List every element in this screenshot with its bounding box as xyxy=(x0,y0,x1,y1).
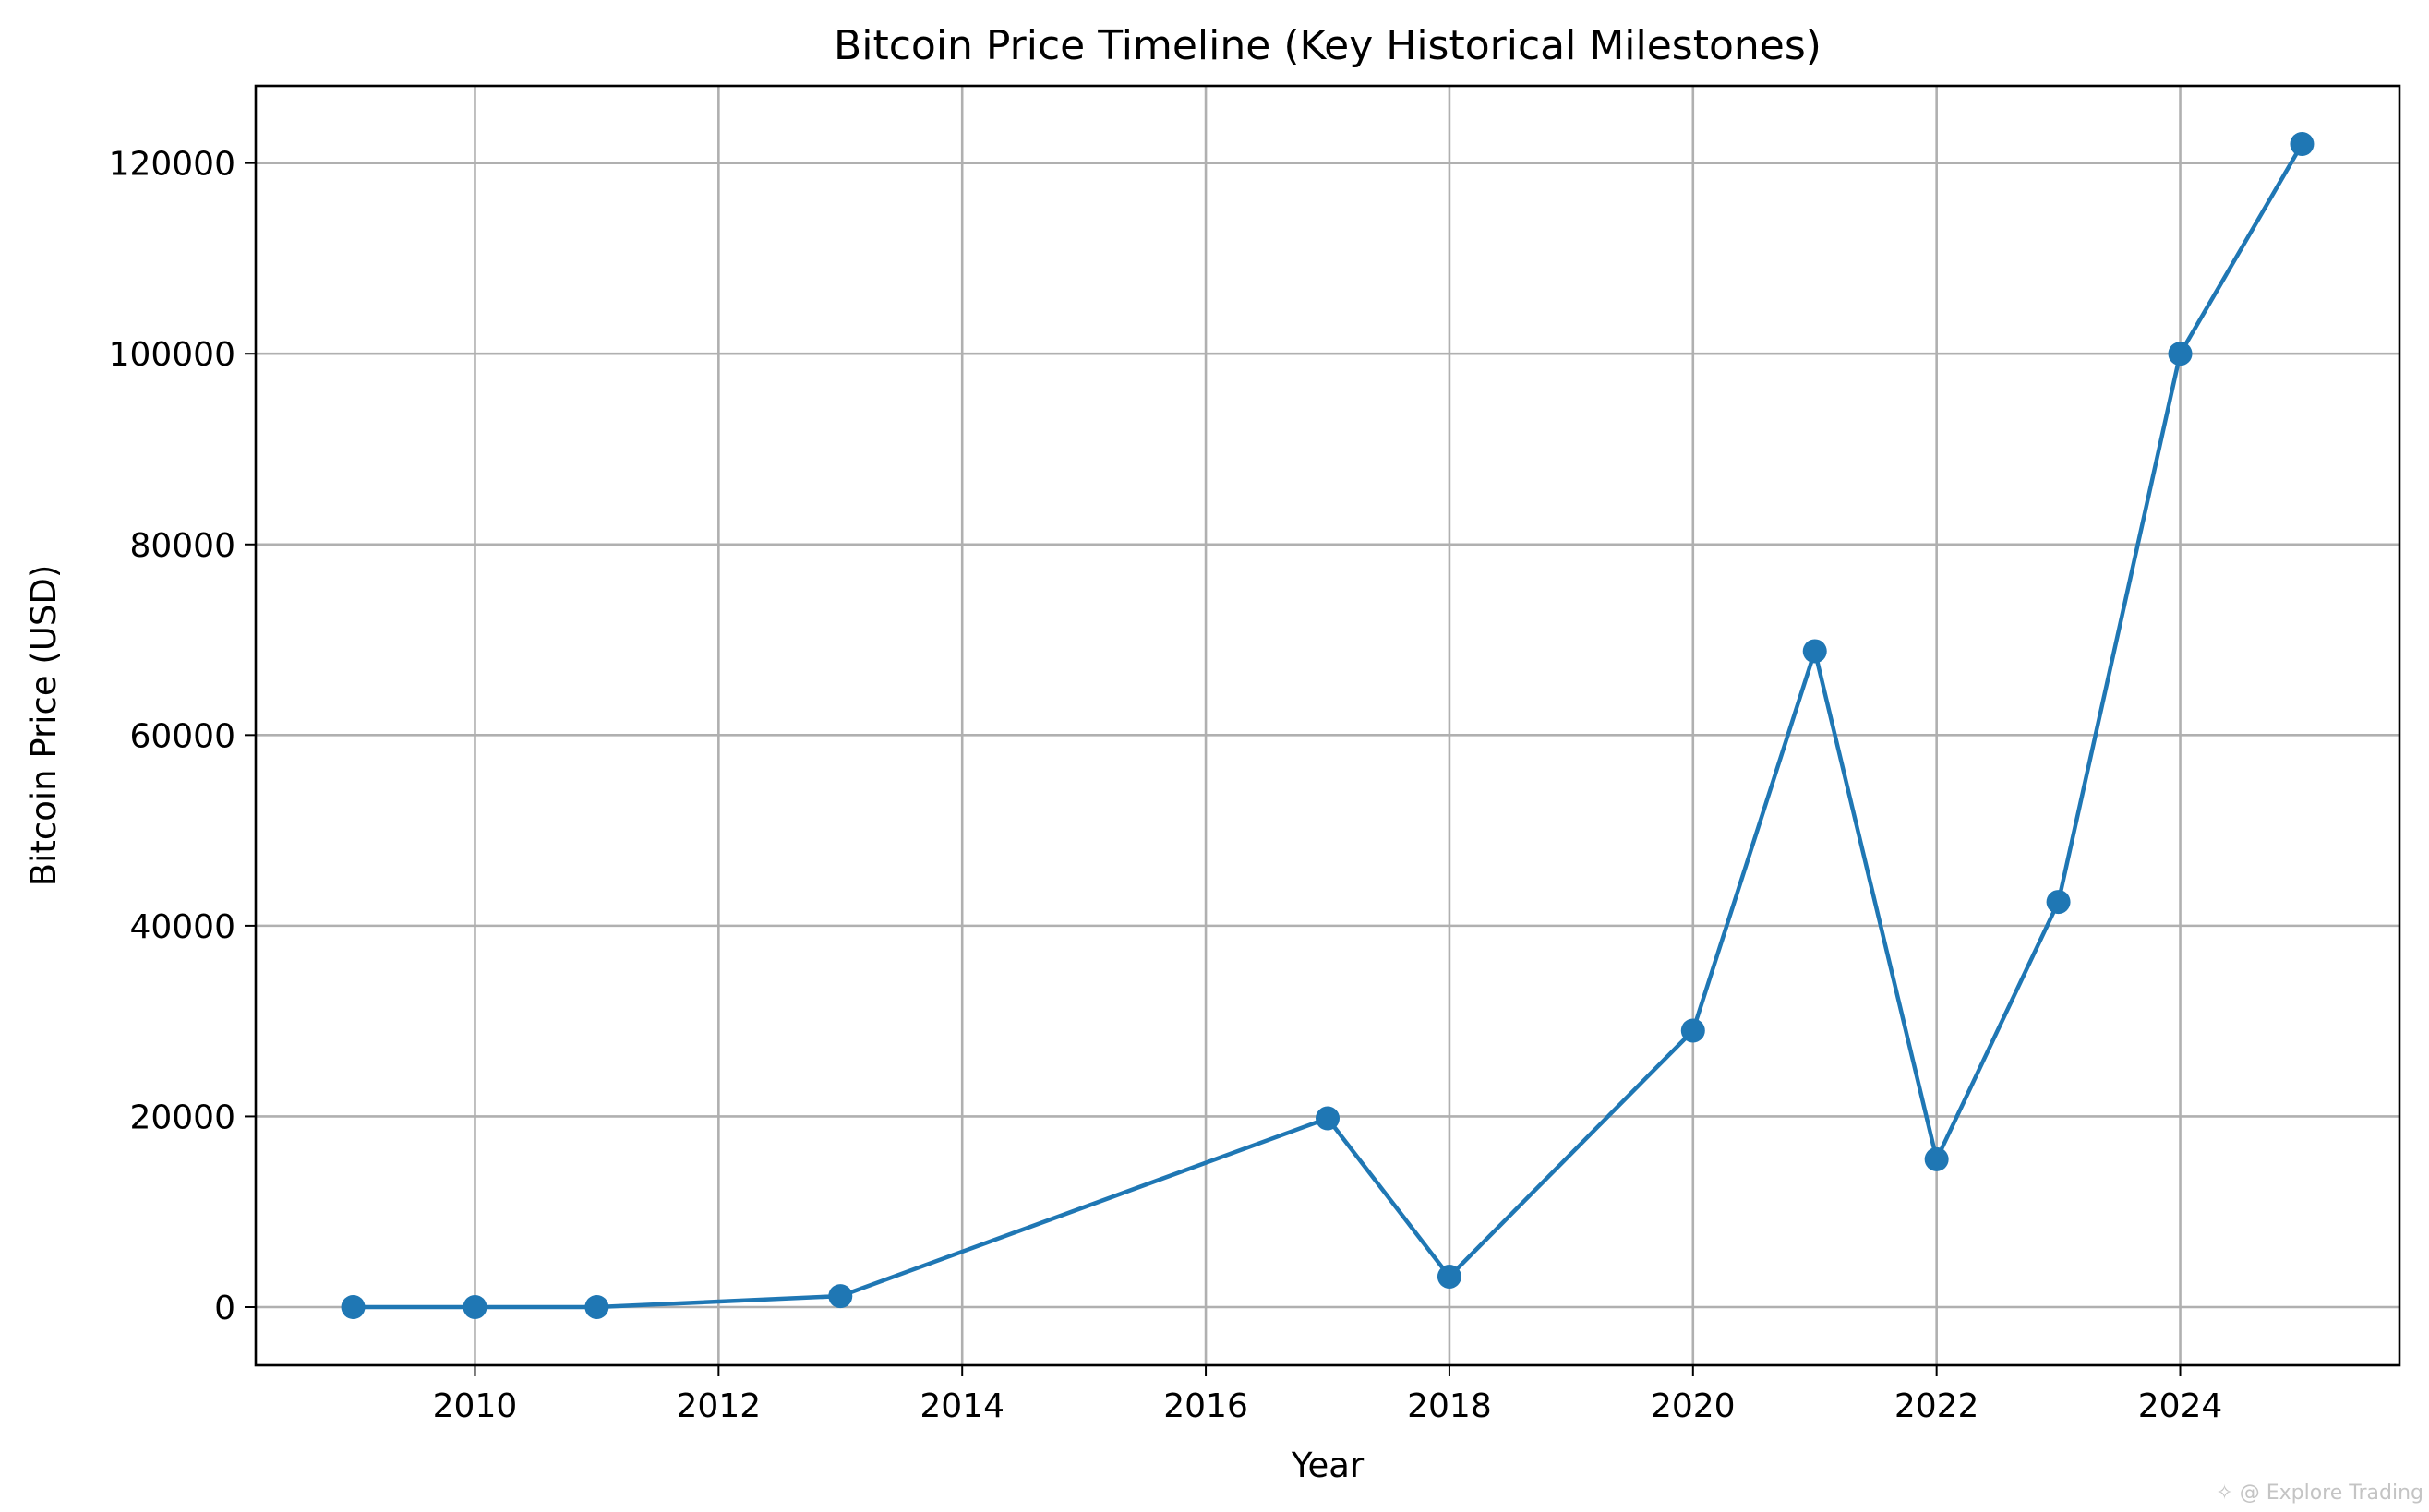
y-axis-ticks: 0 20000 40000 60000 80000 100000 120000 xyxy=(109,146,256,1327)
y-tick-label-40000: 40000 xyxy=(129,908,235,946)
chart-title: Bitcoin Price Timeline (Key Historical M… xyxy=(834,22,1822,69)
plot-frame xyxy=(254,84,2401,1367)
y-axis-label: Bitcoin Price (USD) xyxy=(24,565,64,887)
data-point-2022 xyxy=(1924,1146,1949,1171)
y-tick-label-20000: 20000 xyxy=(129,1098,235,1136)
data-point-2009 xyxy=(341,1295,366,1319)
series-line-0 xyxy=(351,141,2304,1310)
data-point-2023 xyxy=(2046,890,2071,915)
data-point-2010 xyxy=(463,1294,487,1319)
watermark-text: @ Explore Trading xyxy=(2239,1482,2423,1505)
x-tick-label-2014: 2014 xyxy=(920,1387,1004,1425)
x-axis-label: Year xyxy=(1291,1446,1365,1485)
data-point-2021 xyxy=(1802,639,1827,664)
x-axis-ticks: 2010 2012 2014 2016 2018 2020 2022 2024 xyxy=(433,1365,2223,1425)
x-tick-label-2024: 2024 xyxy=(2138,1387,2223,1425)
y-tick-label-60000: 60000 xyxy=(129,717,235,755)
data-point-2018 xyxy=(1437,1264,1461,1289)
x-tick-label-2016: 2016 xyxy=(1163,1387,1248,1425)
data-point-2024 xyxy=(2168,342,2193,366)
x-tick-label-2020: 2020 xyxy=(1651,1387,1736,1425)
y-tick-label-120000: 120000 xyxy=(109,146,235,184)
series-layer xyxy=(341,132,2315,1319)
y-tick-label-100000: 100000 xyxy=(109,336,235,374)
y-tick-label-0: 0 xyxy=(214,1290,235,1327)
x-tick-label-2012: 2012 xyxy=(677,1387,762,1425)
x-tick-label-2018: 2018 xyxy=(1407,1387,1492,1425)
data-point-2025 xyxy=(2290,132,2315,156)
watermark-icon: ✧ xyxy=(2216,1482,2233,1505)
x-tick-label-2010: 2010 xyxy=(433,1387,518,1425)
data-point-2020 xyxy=(1680,1018,1705,1043)
x-gridlines xyxy=(474,86,2182,1365)
y-tick-label-80000: 80000 xyxy=(129,527,235,565)
watermark: ✧ @ Explore Trading xyxy=(2216,1482,2423,1505)
data-point-2013 xyxy=(828,1284,853,1309)
data-point-2011 xyxy=(584,1294,609,1319)
x-tick-label-2022: 2022 xyxy=(1894,1387,1979,1425)
y-gridlines xyxy=(256,162,2399,1309)
data-point-2017 xyxy=(1316,1106,1340,1131)
